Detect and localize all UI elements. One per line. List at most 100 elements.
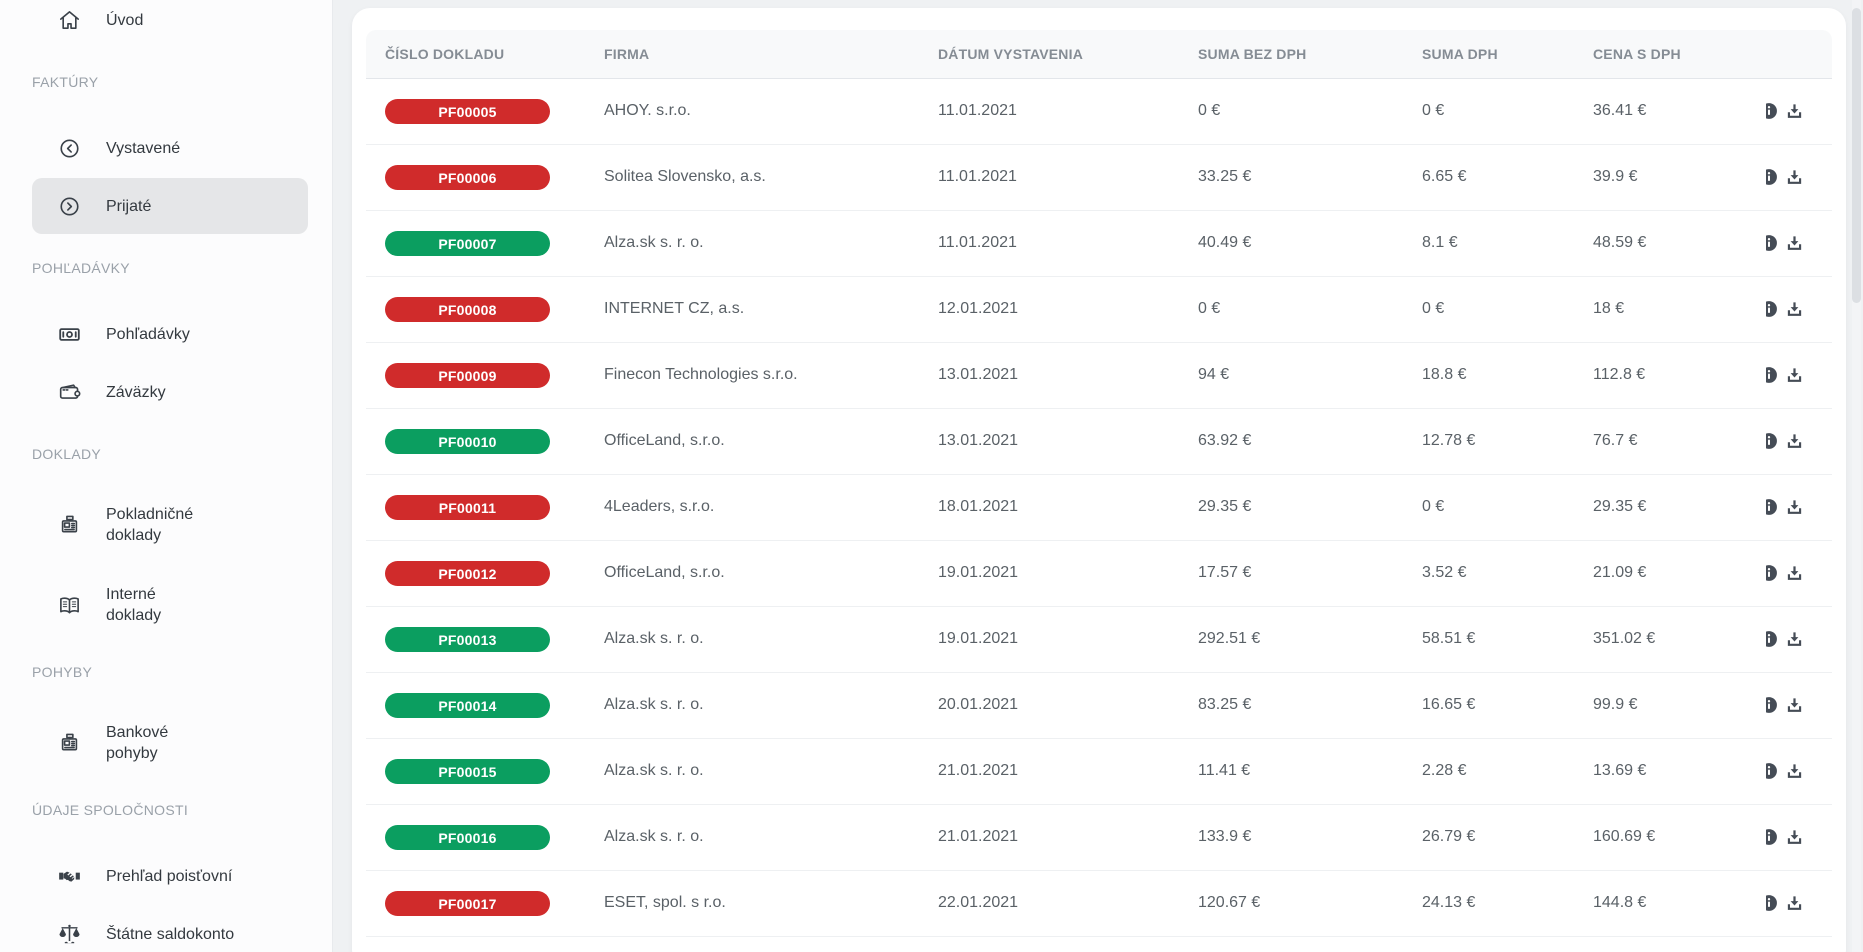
- sidebar-item-vystavene[interactable]: Vystavené: [32, 120, 308, 176]
- row-actions: [1766, 894, 1832, 913]
- cell-cena_s_dph: 48.59 €: [1593, 210, 1766, 277]
- cell-suma_dph: 8.1 €: [1422, 210, 1593, 277]
- download-icon[interactable]: [1785, 894, 1804, 913]
- sidebar-item-zavazky[interactable]: Záväzky: [32, 364, 308, 420]
- column-header: SUMA BEZ DPH: [1198, 30, 1422, 79]
- cell-company: Alza.sk s. r. o.: [604, 210, 938, 277]
- info-icon[interactable]: [1766, 498, 1778, 516]
- invoice-number-badge: PF00015: [385, 758, 550, 784]
- cell-sum_bez_dph: 133.9 €: [1198, 804, 1422, 871]
- sidebar-item-label: Záväzky: [106, 383, 166, 401]
- cell-date: 20.01.2021: [938, 672, 1198, 739]
- cell-sum_bez_dph: 94 €: [1198, 342, 1422, 409]
- wallet-icon: [57, 380, 81, 404]
- cell-cena_s_dph: 39.9 €: [1593, 144, 1766, 211]
- cell-empty: [604, 936, 938, 952]
- info-icon[interactable]: [1766, 828, 1778, 846]
- scale-icon: [57, 922, 81, 946]
- table-row[interactable]: PF00014 Alza.sk s. r. o. 20.01.2021 83.25 €…: [366, 672, 1832, 739]
- info-icon[interactable]: [1766, 234, 1778, 252]
- info-icon[interactable]: [1766, 894, 1778, 912]
- info-icon[interactable]: [1766, 300, 1778, 318]
- table-row[interactable]: PF00017 ESET, spol. s r.o. 22.01.2021 120.6…: [366, 870, 1832, 937]
- cell-sum_bez_dph: 40.49 €: [1198, 210, 1422, 277]
- info-icon[interactable]: [1766, 168, 1778, 186]
- row-actions: [1766, 234, 1832, 253]
- download-icon[interactable]: [1785, 696, 1804, 715]
- download-icon[interactable]: [1785, 366, 1804, 385]
- row-actions: [1766, 696, 1832, 715]
- cell-date: 11.01.2021: [938, 144, 1198, 211]
- sidebar-item-pokladnicne-doklady[interactable]: Pokladničné doklady: [32, 492, 308, 558]
- cell-suma_dph: 26.79 €: [1422, 804, 1593, 871]
- info-icon[interactable]: [1766, 762, 1778, 780]
- download-icon[interactable]: [1785, 828, 1804, 847]
- table-row[interactable]: [366, 936, 1832, 952]
- download-icon[interactable]: [1785, 432, 1804, 451]
- column-header-actions: [1766, 30, 1832, 79]
- table-row[interactable]: PF00012 OfficeLand, s.r.o. 19.01.2021 17.57…: [366, 540, 1832, 607]
- cell-company: OfficeLand, s.r.o.: [604, 408, 938, 475]
- cell-sum_bez_dph: 292.51 €: [1198, 606, 1422, 673]
- cell-company: Finecon Technologies s.r.o.: [604, 342, 938, 409]
- cell-suma_dph: 0 €: [1422, 78, 1593, 145]
- invoice-number-badge: PF00007: [385, 230, 550, 256]
- table-row[interactable]: PF00007 Alza.sk s. r. o. 11.01.2021 40.49 €…: [366, 210, 1832, 277]
- cell-date: 11.01.2021: [938, 78, 1198, 145]
- download-icon[interactable]: [1785, 630, 1804, 649]
- cell-cena_s_dph: 36.41 €: [1593, 78, 1766, 145]
- vertical-scrollbar: [1852, 0, 1861, 952]
- cell-cena_s_dph: 99.9 €: [1593, 672, 1766, 739]
- cell-cena_s_dph: 13.69 €: [1593, 738, 1766, 805]
- invoice-number-badge: PF00013: [385, 626, 550, 652]
- download-icon[interactable]: [1785, 102, 1804, 121]
- sidebar-item-bankove-pohyby[interactable]: Bankové pohyby: [32, 710, 308, 776]
- sidebar-item-uvod[interactable]: Úvod: [32, 0, 308, 48]
- download-icon[interactable]: [1785, 498, 1804, 517]
- table-row[interactable]: PF00005 AHOY. s.r.o. 11.01.2021 0 €0 €36.41…: [366, 78, 1832, 145]
- table-row[interactable]: PF00011 4Leaders, s.r.o. 18.01.2021 29.35 €…: [366, 474, 1832, 541]
- download-icon[interactable]: [1785, 234, 1804, 253]
- sidebar-section-pohladavky-section: POHĽADÁVKY: [32, 260, 130, 276]
- download-icon[interactable]: [1785, 300, 1804, 319]
- sidebar-item-label: Pokladničné doklady: [106, 506, 194, 544]
- row-actions: [1766, 300, 1832, 319]
- row-actions: [1766, 564, 1832, 583]
- cell-company: ESET, spol. s r.o.: [604, 870, 938, 937]
- cell-cena_s_dph: 160.69 €: [1593, 804, 1766, 871]
- download-icon[interactable]: [1785, 762, 1804, 781]
- info-icon[interactable]: [1766, 630, 1778, 648]
- table-row[interactable]: PF00009 Finecon Technologies s.r.o. 13.01.…: [366, 342, 1832, 409]
- table-row[interactable]: PF00006 Solitea Slovensko, a.s. 11.01.2021…: [366, 144, 1832, 211]
- cell-date: 21.01.2021: [938, 804, 1198, 871]
- sidebar-item-interne-doklady[interactable]: Interné doklady: [32, 572, 308, 638]
- info-icon[interactable]: [1766, 432, 1778, 450]
- table-row[interactable]: PF00008 INTERNET CZ, a.s. 12.01.2021 0 €0 €…: [366, 276, 1832, 343]
- scrollbar-thumb[interactable]: [1852, 8, 1861, 303]
- sidebar-item-prijate[interactable]: Prijaté: [32, 178, 308, 234]
- table-header: ČÍSLO DOKLADU FIRMA DÁTUM VYSTAVENIA SUMA B…: [366, 30, 1832, 79]
- table-row[interactable]: PF00010 OfficeLand, s.r.o. 13.01.2021 63.92…: [366, 408, 1832, 475]
- cell-date: 19.01.2021: [938, 540, 1198, 607]
- sidebar-item-pohladavky[interactable]: Pohľadávky: [32, 306, 308, 362]
- info-icon[interactable]: [1766, 696, 1778, 714]
- invoice-number-badge: PF00008: [385, 296, 550, 322]
- table-row[interactable]: PF00015 Alza.sk s. r. o. 21.01.2021 11.41 €…: [366, 738, 1832, 805]
- info-icon[interactable]: [1766, 366, 1778, 384]
- info-icon[interactable]: [1766, 102, 1778, 120]
- header-row: ČÍSLO DOKLADU FIRMA DÁTUM VYSTAVENIA SUMA B…: [366, 30, 1832, 79]
- sidebar-item-prehlad-poistovni[interactable]: Prehľad poisťovní: [32, 848, 308, 904]
- arrow-left-circle-icon: [57, 136, 81, 160]
- sidebar-item-statne-saldokonto[interactable]: Štátne saldokonto: [32, 906, 308, 952]
- cell-suma_dph: 12.78 €: [1422, 408, 1593, 475]
- cell-sum_bez_dph: 17.57 €: [1198, 540, 1422, 607]
- info-icon[interactable]: [1766, 564, 1778, 582]
- table-row[interactable]: PF00016 Alza.sk s. r. o. 21.01.2021 133.9 €…: [366, 804, 1832, 871]
- cell-date: 13.01.2021: [938, 342, 1198, 409]
- cell-cena_s_dph: 76.7 €: [1593, 408, 1766, 475]
- download-icon[interactable]: [1785, 564, 1804, 583]
- download-icon[interactable]: [1785, 168, 1804, 187]
- sidebar-item-label: Bankové pohyby: [106, 724, 169, 762]
- table-row[interactable]: PF00013 Alza.sk s. r. o. 19.01.2021 292.51 …: [366, 606, 1832, 673]
- cell-sum_bez_dph: 120.67 €: [1198, 870, 1422, 937]
